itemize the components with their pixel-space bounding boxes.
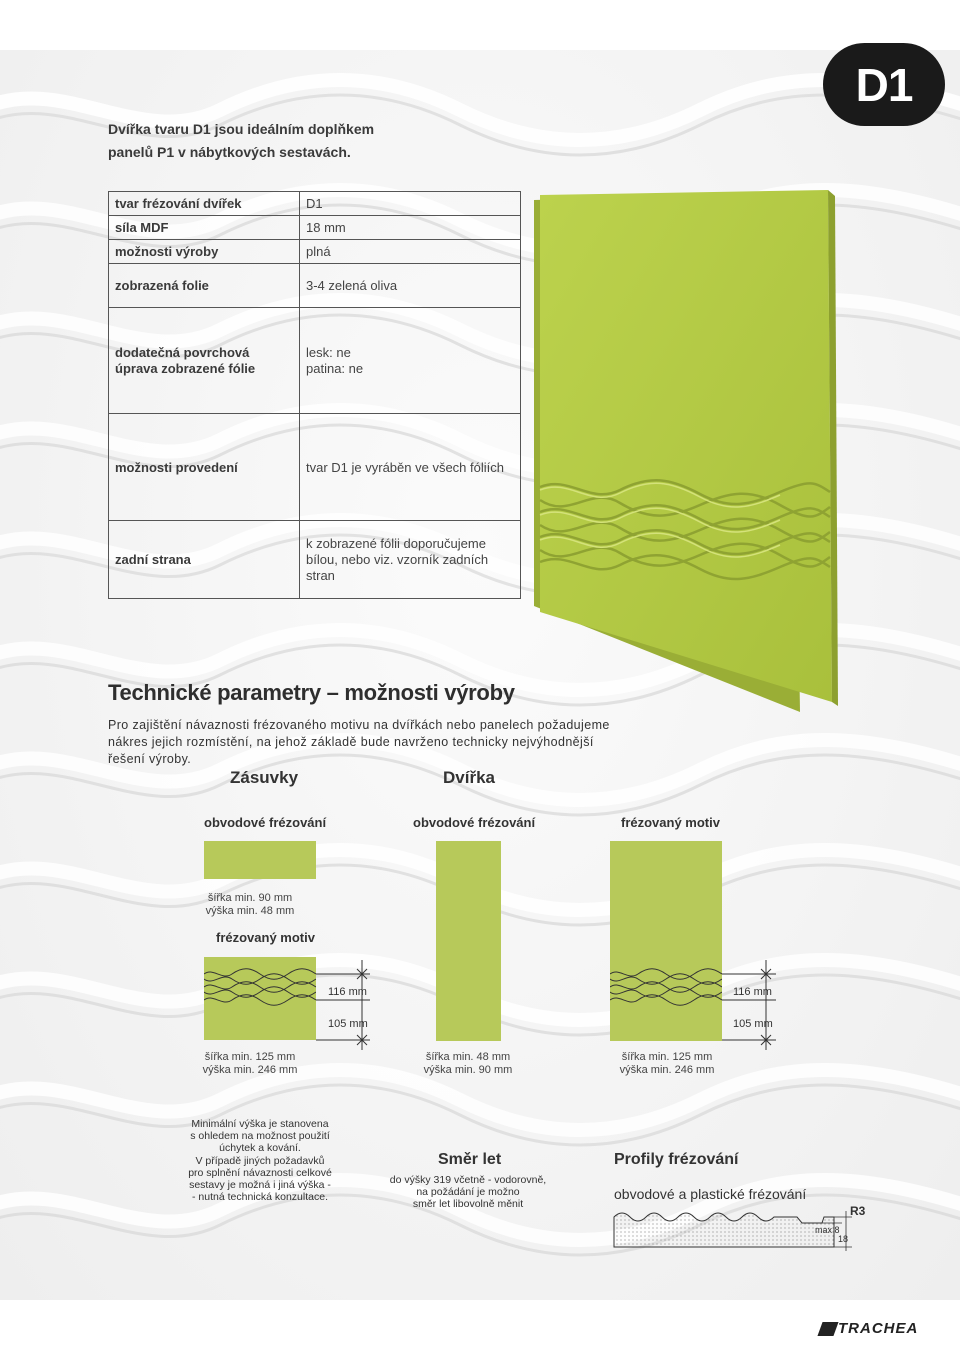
door-plain-panel: [436, 841, 501, 1041]
intro-line-1: Dvířka tvaru D1 jsou ideálním doplňkem: [108, 121, 375, 137]
spec-row: dodatečná povrchová úprava zobrazené fól…: [108, 307, 521, 414]
drawer-plain-height: výška min. 48 mm: [205, 905, 295, 917]
drawer-motif-height: výška min. 246 mm: [202, 1064, 298, 1076]
note-line: do výšky 319 včetně - vodorovně,: [389, 1174, 547, 1186]
door-motif-waves: [610, 968, 722, 1006]
drawer-motif-panel: [204, 957, 316, 1040]
group-title-dvirka: Dvířka: [443, 768, 495, 787]
section-description: Pro zajištění návaznosti frézovaného mot…: [108, 718, 610, 766]
drawer-plain-panel: [204, 841, 316, 879]
top-margin: [0, 0, 960, 50]
spec-row: tvar frézování dvířek D1: [108, 191, 521, 216]
spec-label: zadní strana: [108, 520, 300, 599]
door-wave-highlight: [539, 482, 781, 558]
profile-max-label: max 8: [815, 1225, 840, 1235]
drawer-motif-sizes: šířka min. 125 mm výška min. 246 mm: [200, 1051, 300, 1077]
note-line: úchytek a kování.: [219, 1142, 301, 1155]
spec-row: síla MDF 18 mm: [108, 215, 521, 240]
drawer-motif-waves: [204, 968, 316, 1006]
label-drawer-motif: frézovaný motiv: [216, 930, 315, 945]
grain-direction-title: Směr let: [438, 1151, 502, 1168]
label-door-perimeter: obvodové frézování: [413, 815, 536, 830]
brand-logo: TRACHEA: [817, 1320, 919, 1337]
door-edge: [828, 190, 838, 706]
drawer-dimension-lines: [316, 960, 370, 1050]
door-plain-width: šířka min. 48 mm: [425, 1051, 511, 1063]
profile-radius-label: R3: [850, 1204, 866, 1218]
spec-row: zadní strana k zobrazené fólii doporučuj…: [108, 520, 521, 599]
model-badge: D1: [823, 43, 945, 126]
spec-value: tvar D1 je vyráběn ve všech fóliích: [299, 413, 521, 521]
door-motif-width: šířka min. 125 mm: [621, 1051, 713, 1063]
min-height-note: Minimální výška je stanovena s ohledem n…: [180, 1118, 340, 1203]
spec-label: možnosti výroby: [108, 239, 300, 264]
spec-label: síla MDF: [108, 215, 300, 240]
spec-value: 18 mm: [299, 215, 521, 240]
spec-value: lesk: ne patina: ne: [299, 307, 521, 414]
door-wave-motif: [539, 479, 831, 581]
profiles-subtitle: obvodové a plastické frézování: [614, 1186, 807, 1202]
group-title-zasuvky: Zásuvky: [230, 768, 299, 787]
spec-row: možnosti provedení tvar D1 je vyráběn ve…: [108, 413, 521, 521]
note-line: směr let libovolně měnit: [412, 1198, 524, 1211]
logo-text: TRACHEA: [838, 1320, 919, 1337]
door-dim-105: 105 mm: [733, 1018, 773, 1030]
spec-label: tvar frézování dvířek: [108, 191, 300, 216]
spec-row: zobrazená folie 3-4 zelená oliva: [108, 263, 521, 308]
spec-value: 3-4 zelená oliva: [299, 263, 521, 308]
note-line: s ohledem na možnost použití: [190, 1130, 330, 1143]
spec-value: D1: [299, 191, 521, 216]
drawer-plain-sizes: šířka min. 90 mm výška min. 48 mm: [200, 892, 300, 918]
spec-label: dodatečná povrchová úprava zobrazené fól…: [108, 307, 300, 414]
door-motif-panel: [610, 841, 722, 1041]
label-door-motif: frézovaný motiv: [621, 815, 720, 830]
profile-diagram: [613, 1211, 852, 1251]
profiles-title: Profily frézování: [614, 1151, 739, 1168]
spec-value: k zobrazené fólii doporučujeme bílou, ne…: [299, 520, 521, 599]
drawer-dim-116: 116 mm: [328, 986, 367, 998]
drawer-motif-width: šířka min. 125 mm: [204, 1051, 296, 1063]
door-face: [540, 190, 832, 702]
door-plain-sizes: šířka min. 48 mm výška min. 90 mm: [418, 1051, 518, 1077]
label-drawer-perimeter: obvodové frézování: [204, 815, 327, 830]
spec-value: plná: [299, 239, 521, 264]
door-motif-sizes: šířka min. 125 mm výška min. 246 mm: [617, 1051, 717, 1077]
door-dimension-lines: [722, 960, 776, 1050]
drawer-dim-105: 105 mm: [328, 1018, 368, 1030]
door-plain-height: výška min. 90 mm: [423, 1064, 513, 1076]
note-line: V případě jiných požadavků: [195, 1154, 325, 1167]
spec-row: možnosti výroby plná: [108, 239, 521, 264]
note-line: pro splnění návaznosti celkové: [188, 1166, 332, 1179]
intro-line-2: panelů P1 v nábytkových sestavách.: [108, 144, 351, 160]
door-motif-height: výška min. 246 mm: [619, 1064, 715, 1076]
note-line: sestavy je možná i jiná výška -: [189, 1179, 331, 1192]
note-line: Minimální výška je stanovena: [191, 1118, 329, 1130]
spec-table: tvar frézování dvířek D1 síla MDF 18 mm …: [108, 191, 521, 599]
grain-direction-note: do výšky 319 včetně - vodorovně, na požá…: [383, 1174, 553, 1211]
spec-label: možnosti provedení: [108, 413, 300, 521]
drawer-plain-width: šířka min. 90 mm: [207, 892, 293, 904]
door-dim-116: 116 mm: [733, 986, 772, 998]
spec-label: zobrazená folie: [108, 263, 300, 308]
logo-mark-icon: [817, 1321, 839, 1336]
section-title: Technické parametry – možnosti výroby: [108, 680, 515, 705]
profile-thickness-label: 18: [838, 1234, 849, 1244]
bottom-margin: [0, 1300, 960, 1358]
intro-text: Dvířka tvaru D1 jsou ideálním doplňkem p…: [108, 118, 374, 164]
note-line: na požádání je možno: [416, 1186, 520, 1199]
note-line: - nutná technická konzultace.: [192, 1191, 328, 1204]
